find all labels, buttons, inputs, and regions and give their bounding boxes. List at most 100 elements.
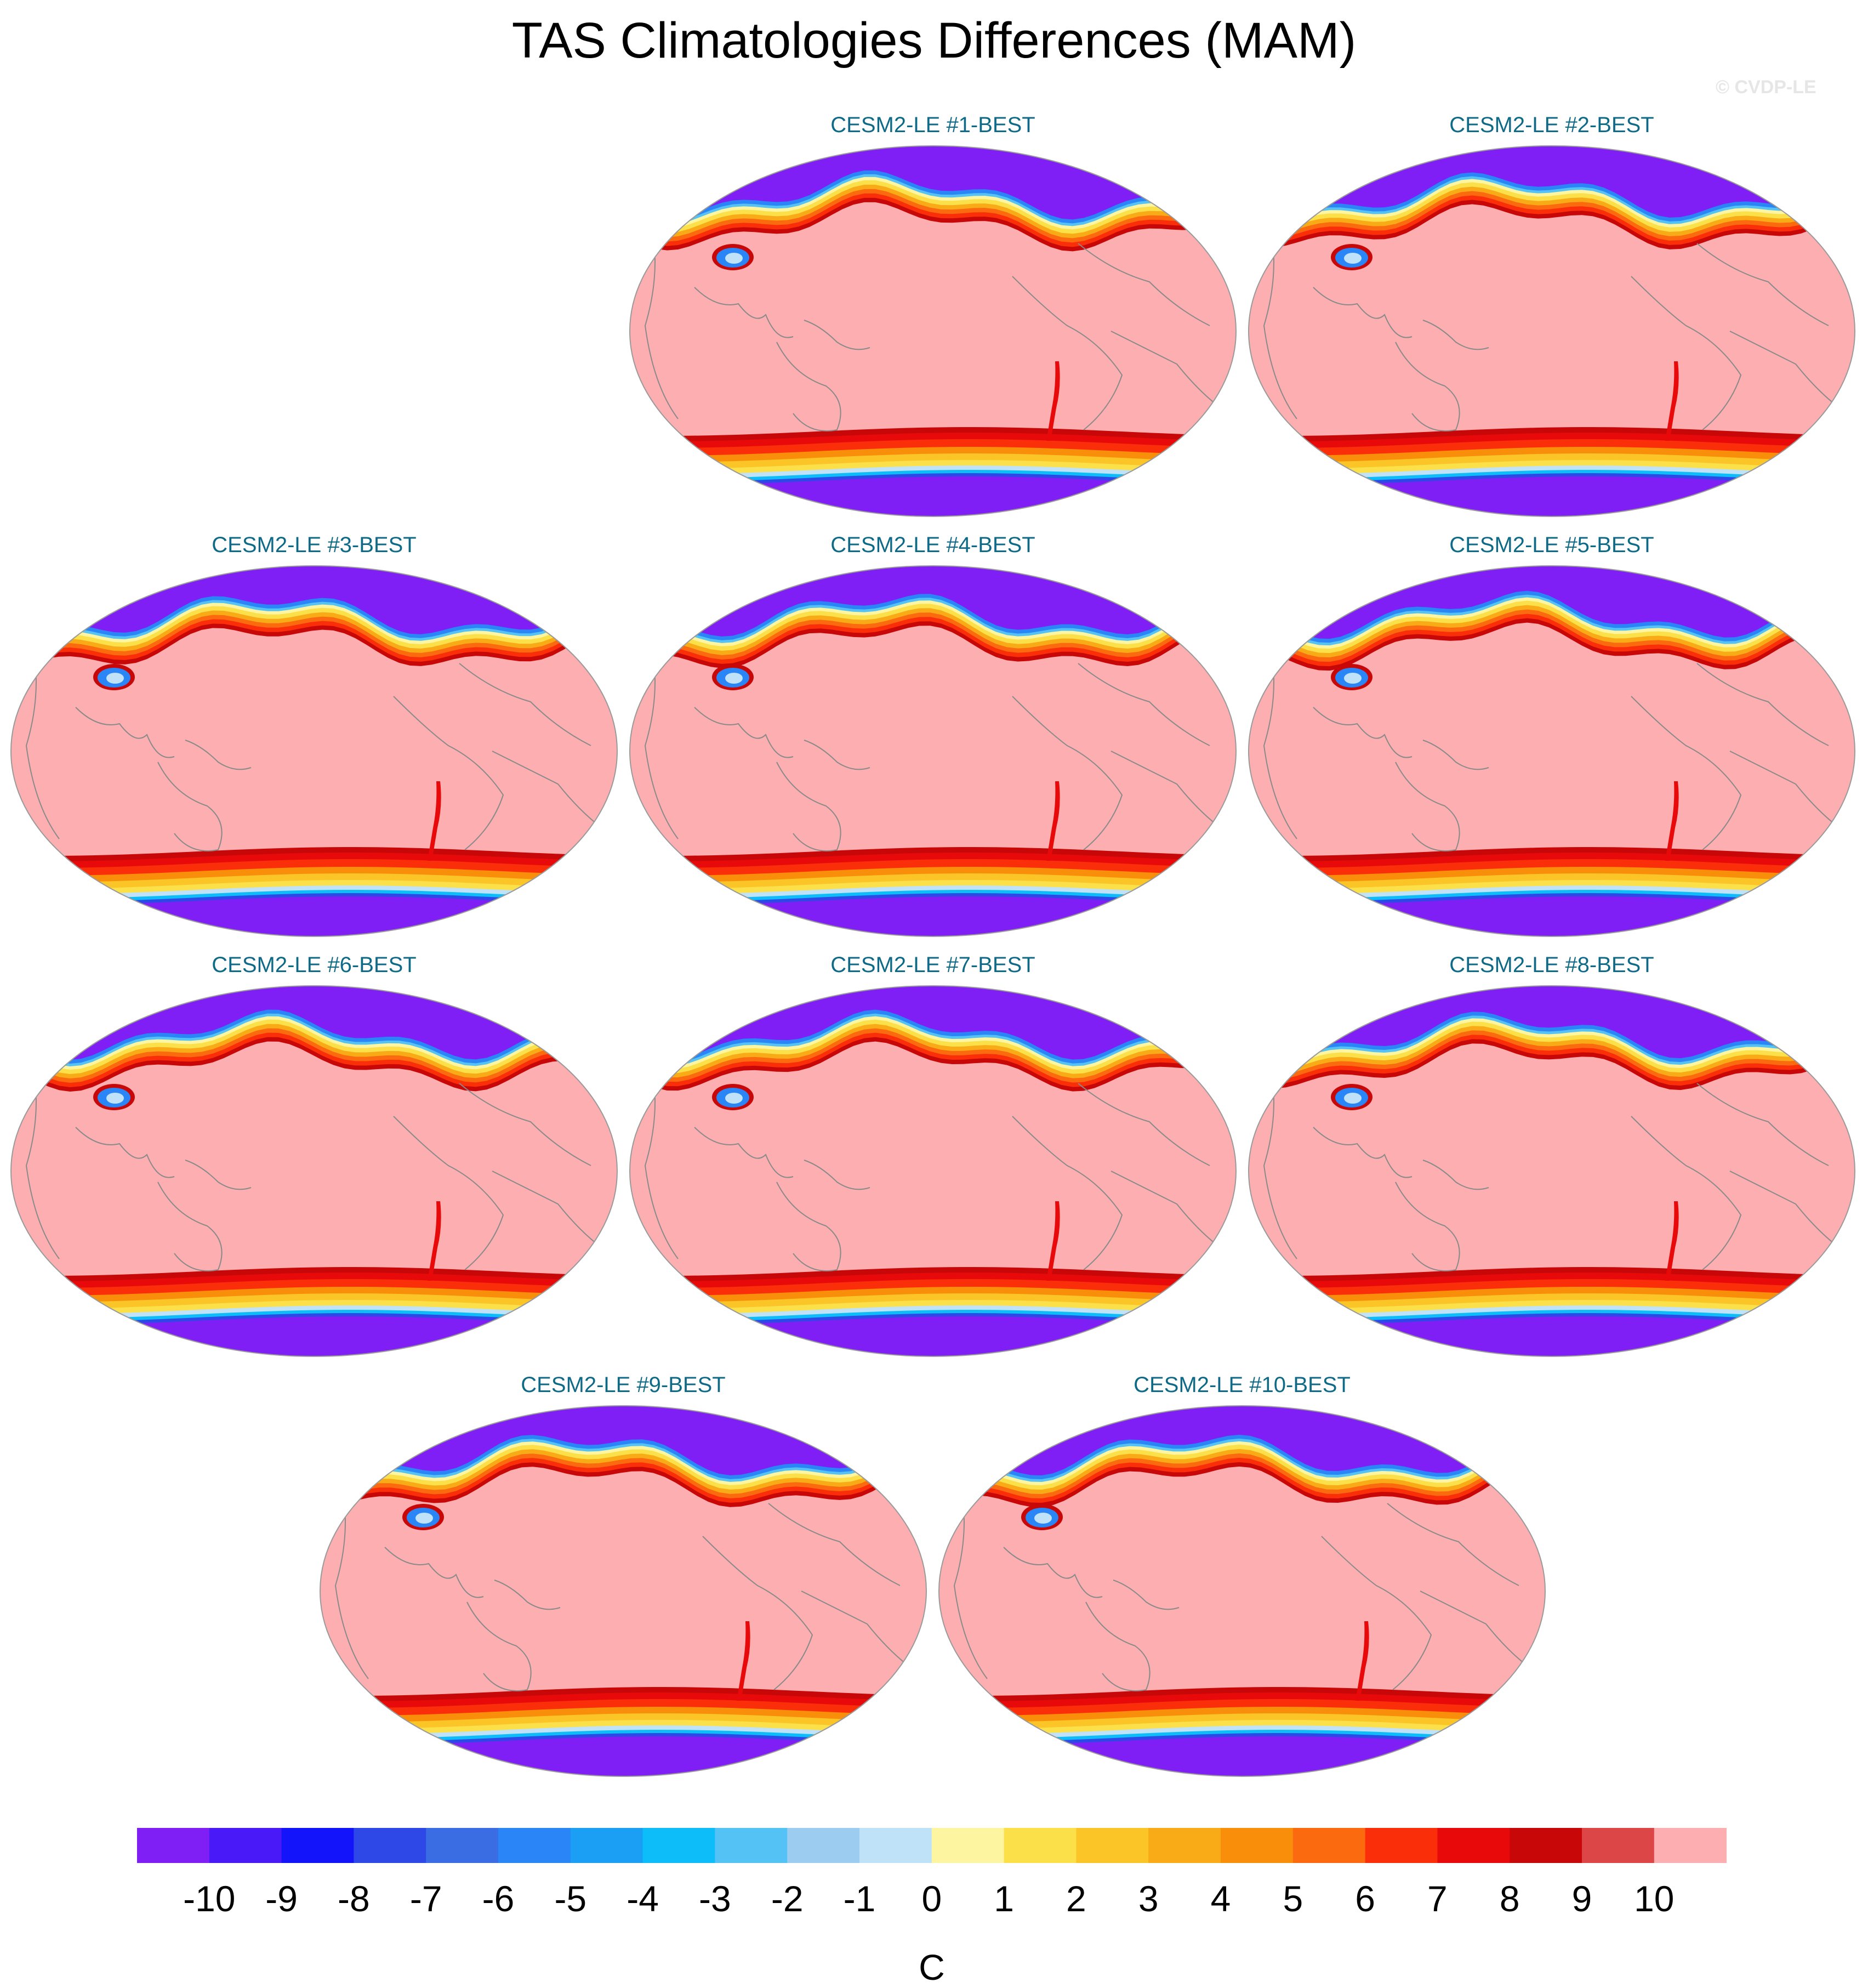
andes-anomaly (428, 781, 441, 861)
coastline (1012, 276, 1123, 430)
colorbar-tick-label: 1 (994, 1878, 1014, 1919)
coastline (157, 762, 223, 851)
coastline (393, 696, 504, 850)
world-map (629, 565, 1237, 937)
coastline (1422, 1160, 1489, 1190)
colorbar-unit-label: C (919, 1947, 945, 1987)
coastline (1729, 331, 1840, 408)
world-map (938, 1405, 1546, 1777)
coastline (804, 320, 870, 350)
plateau-anomaly-center (725, 253, 743, 264)
andes-anomaly (1665, 1201, 1679, 1281)
panel-title: CESM2-LE #7-BEST (830, 953, 1035, 977)
coastline (1313, 707, 1413, 758)
andes-anomaly (737, 1621, 750, 1701)
map-panel-2: CESM2-LE #2-BEST (1248, 113, 1856, 530)
plateau-anomaly-center (1034, 1513, 1052, 1524)
coastline (1631, 276, 1742, 430)
coastline (1387, 1503, 1519, 1586)
coastline (1422, 740, 1489, 770)
coastline (1113, 1580, 1180, 1610)
map-panel-1: CESM2-LE #1-BEST (629, 113, 1237, 530)
colorbar-swatch (426, 1828, 499, 1863)
map-panel-5: CESM2-LE #5-BEST (1248, 533, 1856, 950)
coastline (1696, 243, 1829, 326)
coastline (1078, 243, 1210, 326)
world-map (629, 985, 1237, 1357)
south-temperature-band (630, 1316, 1236, 1356)
map-panel-6: CESM2-LE #6-BEST (10, 953, 618, 1370)
coastline (1110, 751, 1221, 828)
coastline (1395, 1182, 1460, 1271)
colorbar-tick-label: -5 (554, 1878, 586, 1919)
coastline (494, 1580, 561, 1610)
coastline (804, 1160, 870, 1190)
panel-title: CESM2-LE #5-BEST (1449, 533, 1654, 557)
coastline (801, 1591, 912, 1668)
colorbar-tick-label: -8 (338, 1878, 370, 1919)
coastline (459, 663, 591, 746)
colorbar-swatch (931, 1828, 1005, 1863)
world-map (1248, 565, 1855, 937)
coastline (694, 707, 794, 758)
colorbar-tick-label: -10 (183, 1878, 235, 1919)
colorbar: -10 -9 -8 -7 -6 -5 -4 -3 -2 -1 0 1 2 3 4 5 6 7 8 9 10 (137, 1828, 1727, 1919)
colorbar-swatch (137, 1828, 210, 1863)
colorbar-swatch (209, 1828, 282, 1863)
coastline (804, 740, 870, 770)
colorbar-swatch (859, 1828, 932, 1863)
colorbar-tick-label: -9 (265, 1878, 298, 1919)
map-outline (629, 145, 1237, 517)
south-temperature-band (939, 1736, 1545, 1776)
colorbar-swatch (1292, 1828, 1366, 1863)
coastline (393, 1116, 504, 1270)
colorbar-tick-label: 10 (1634, 1878, 1674, 1919)
coastline (75, 707, 175, 758)
andes-anomaly (1046, 1201, 1060, 1281)
world-map (10, 565, 618, 937)
coastline (768, 1503, 901, 1586)
page-title: TAS Climatologies Differences (MAM) (511, 13, 1357, 69)
coastline (492, 751, 602, 828)
colorbar-tick-label: 9 (1572, 1878, 1592, 1919)
coastline (1420, 1591, 1530, 1668)
colorbar-tick-label: -1 (844, 1878, 876, 1919)
map-outline (10, 985, 618, 1357)
map-outline (1248, 985, 1855, 1357)
colorbar-swatch (642, 1828, 715, 1863)
colorbar-tick-label: 3 (1138, 1878, 1159, 1919)
panel-title: CESM2-LE #9-BEST (521, 1373, 726, 1397)
andes-anomaly (1665, 361, 1679, 441)
south-temperature-band (1249, 476, 1855, 516)
coastline (1012, 696, 1123, 850)
colorbar-tick-label: 0 (921, 1878, 942, 1919)
coastline (185, 1160, 252, 1190)
coastline (776, 342, 841, 431)
colorbar-tick-label: 4 (1211, 1878, 1231, 1919)
coastline (702, 1536, 813, 1690)
colorbar-swatch (1221, 1828, 1294, 1863)
coastline (1078, 663, 1210, 746)
plateau-anomaly-center (106, 1093, 124, 1104)
coastline (1003, 1547, 1103, 1598)
south-temperature-band (630, 896, 1236, 936)
andes-anomaly (1356, 1621, 1369, 1701)
plateau-anomaly-center (725, 1093, 743, 1104)
map-outline (1248, 145, 1855, 517)
world-map (629, 145, 1237, 517)
map-outline (629, 565, 1237, 937)
coastline (694, 1127, 794, 1178)
world-map (320, 1405, 927, 1777)
map-outline (10, 565, 618, 937)
colorbar-swatch (1076, 1828, 1149, 1863)
colorbar-tick-label: 7 (1427, 1878, 1448, 1919)
coastline (1085, 1601, 1151, 1691)
colorbar-swatch (787, 1828, 860, 1863)
coastline (75, 1127, 175, 1178)
colorbar-swatch (498, 1828, 571, 1863)
colorbar-tick-label: 6 (1355, 1878, 1375, 1919)
coastline (1696, 663, 1829, 746)
panel-title: CESM2-LE #10-BEST (1134, 1373, 1351, 1397)
coastline (384, 1547, 484, 1598)
panel-title: CESM2-LE #8-BEST (1449, 953, 1654, 977)
